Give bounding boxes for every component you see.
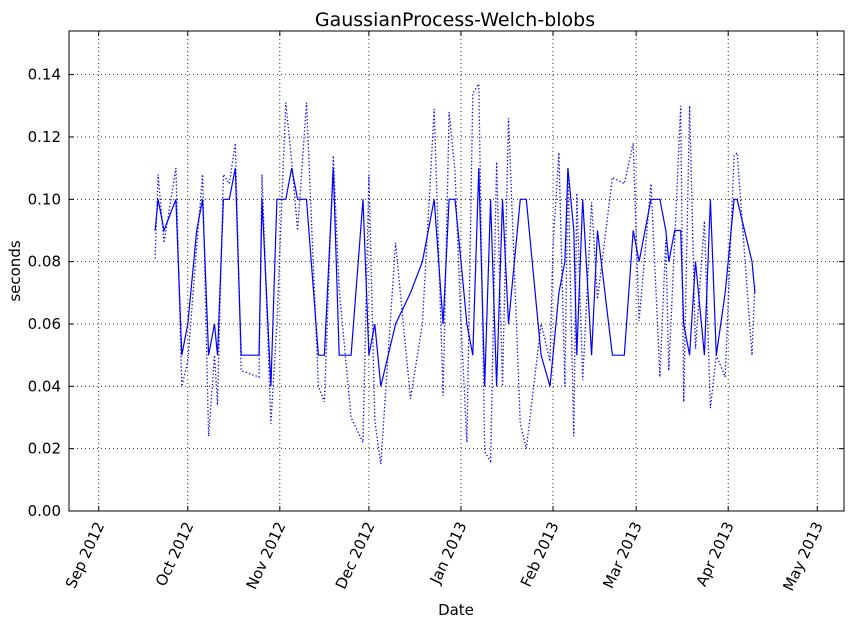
y-tick-label: 0.08: [28, 253, 61, 271]
y-tick-label: 0.00: [28, 502, 61, 520]
x-axis-label: Date: [438, 601, 474, 619]
series-line-dotted: [154, 81, 756, 465]
y-tick-label: 0.14: [28, 66, 61, 84]
series-line-solid: [154, 167, 756, 387]
chart-title: GaussianProcess-Welch-blobs: [315, 9, 595, 31]
y-tick-label: 0.04: [28, 377, 61, 395]
y-tick-label: 0.06: [28, 315, 61, 333]
y-tick-label: 0.12: [28, 128, 61, 146]
y-tick-label: 0.10: [28, 190, 61, 208]
grid: [69, 31, 844, 512]
series-layer: [154, 81, 756, 465]
y-axis-label: seconds: [6, 240, 24, 301]
y-tick-label: 0.02: [28, 440, 61, 458]
plot-frame: [68, 30, 845, 512]
